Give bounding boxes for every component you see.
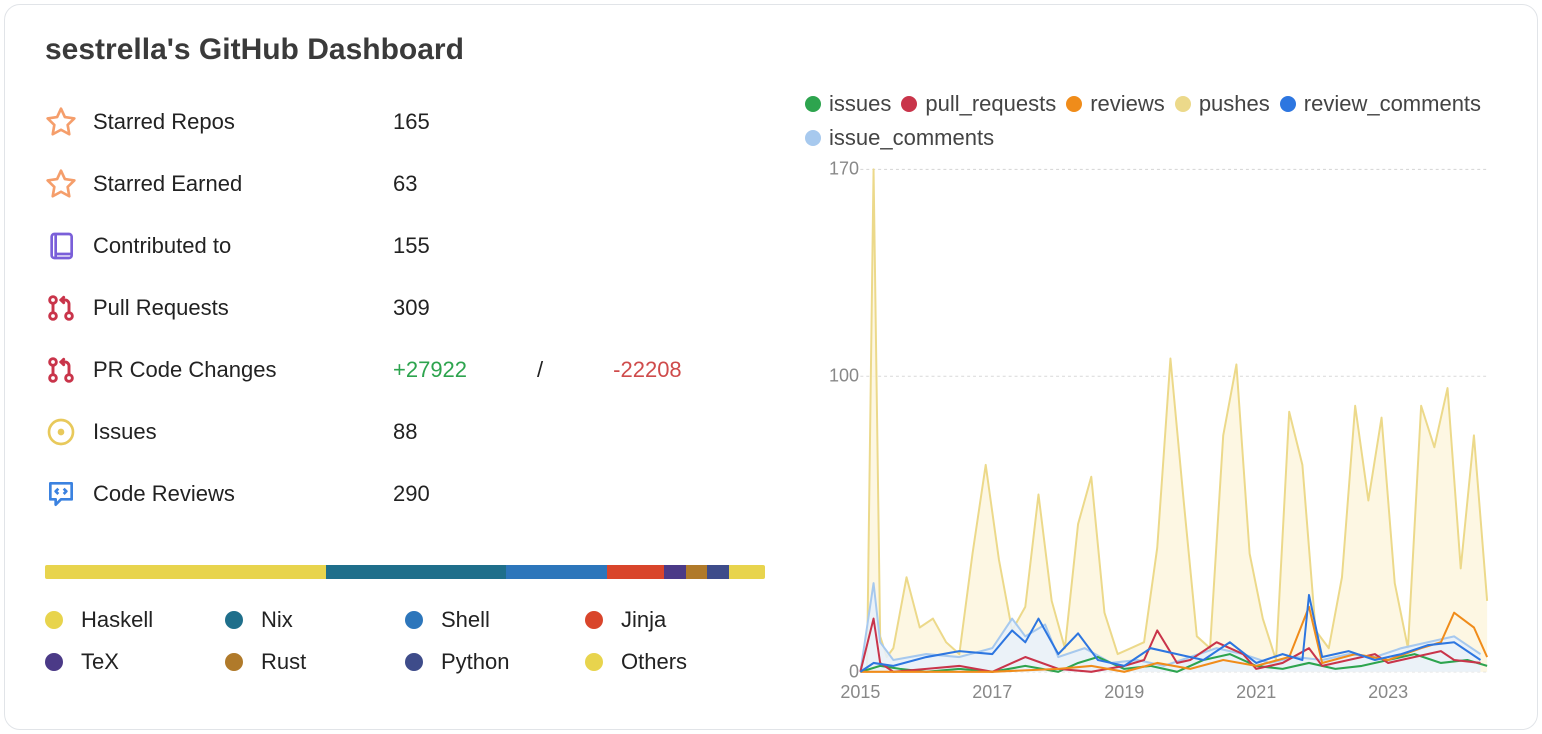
star-icon (45, 168, 93, 200)
lang-segment-shell (506, 565, 607, 579)
lang-dot-icon (225, 653, 243, 671)
legend-dot-icon (901, 96, 917, 112)
stat-label: Issues (93, 419, 393, 445)
lang-segment-haskell (45, 565, 326, 579)
stat-value: 63 (393, 171, 417, 197)
legend-dot-icon (805, 96, 821, 112)
git-pull-request-icon (45, 292, 93, 324)
lang-item-tex: TeX (45, 649, 225, 675)
stat-contributed-to: Contributed to 155 (45, 215, 765, 277)
legend-dot-icon (805, 130, 821, 146)
activity-chart: 0 100 170 2015 2017 2019 2021 2023 (805, 159, 1497, 701)
y-tick-label: 0 (849, 661, 859, 682)
lang-item-shell: Shell (405, 607, 585, 633)
lang-label: Nix (261, 607, 293, 633)
stat-pr-code-changes: PR Code Changes +27922 / -22208 (45, 339, 765, 401)
legend-label: pull_requests (925, 91, 1056, 117)
legend-label: pushes (1199, 91, 1270, 117)
legend-dot-icon (1175, 96, 1191, 112)
legend-label: review_comments (1304, 91, 1481, 117)
stat-value: 88 (393, 419, 417, 445)
issue-icon (45, 416, 93, 448)
stat-starred-repos: Starred Repos 165 (45, 91, 765, 153)
lang-label: Shell (441, 607, 490, 633)
legend-label: reviews (1090, 91, 1165, 117)
separator: / (537, 357, 543, 383)
lines-added: +27922 (393, 357, 467, 383)
x-tick-label: 2019 (1104, 682, 1144, 703)
lang-item-rust: Rust (225, 649, 405, 675)
stat-issues: Issues 88 (45, 401, 765, 463)
y-tick-label: 100 (829, 366, 859, 387)
lang-dot-icon (405, 611, 423, 629)
legend-dot-icon (1066, 96, 1082, 112)
left-panel: Starred Repos 165 Starred Earned 63 Cont… (45, 91, 765, 701)
chart-legend-issue_comments: issue_comments (805, 125, 994, 151)
lang-segment-jinja (607, 565, 665, 579)
lang-item-python: Python (405, 649, 585, 675)
stat-code-reviews: Code Reviews 290 (45, 463, 765, 525)
lang-item-others: Others (585, 649, 765, 675)
pr-changes-value: +27922 / -22208 (393, 357, 682, 383)
lang-item-haskell: Haskell (45, 607, 225, 633)
dashboard-card: sestrella's GitHub Dashboard Starred Rep… (4, 4, 1538, 730)
chart-legend-review_comments: review_comments (1280, 91, 1481, 117)
lang-dot-icon (405, 653, 423, 671)
chart-legend-pushes: pushes (1175, 91, 1270, 117)
lang-label: Rust (261, 649, 306, 675)
stat-value: 165 (393, 109, 430, 135)
page-title: sestrella's GitHub Dashboard (45, 33, 1497, 67)
stat-label: Starred Repos (93, 109, 393, 135)
stat-label: Starred Earned (93, 171, 393, 197)
stats-list: Starred Repos 165 Starred Earned 63 Cont… (45, 91, 765, 525)
git-pull-request-icon (45, 354, 93, 386)
stat-pull-requests: Pull Requests 309 (45, 277, 765, 339)
chart-legend-issues: issues (805, 91, 891, 117)
language-legend: Haskell Nix Shell Jinja TeX Rust Python Others (45, 607, 765, 675)
lang-dot-icon (585, 611, 603, 629)
legend-label: issue_comments (829, 125, 994, 151)
lang-segment-tex (664, 565, 686, 579)
stat-label: Pull Requests (93, 295, 393, 321)
language-bar (45, 565, 765, 579)
stat-label: Code Reviews (93, 481, 393, 507)
x-tick-label: 2021 (1236, 682, 1276, 703)
stat-value: 155 (393, 233, 430, 259)
legend-dot-icon (1280, 96, 1296, 112)
main-layout: Starred Repos 165 Starred Earned 63 Cont… (45, 91, 1497, 701)
lang-label: Haskell (81, 607, 153, 633)
right-panel: issues pull_requests reviews pushes review_c… (805, 91, 1497, 701)
lang-dot-icon (585, 653, 603, 671)
stat-value: 309 (393, 295, 430, 321)
chart-legend-reviews: reviews (1066, 91, 1165, 117)
lang-segment-others (729, 565, 765, 579)
lang-segment-python (707, 565, 729, 579)
lang-dot-icon (45, 653, 63, 671)
lang-label: TeX (81, 649, 119, 675)
stat-label: Contributed to (93, 233, 393, 259)
lang-segment-nix (326, 565, 506, 579)
legend-label: issues (829, 91, 891, 117)
lang-item-nix: Nix (225, 607, 405, 633)
star-icon (45, 106, 93, 138)
stat-starred-earned: Starred Earned 63 (45, 153, 765, 215)
lang-label: Jinja (621, 607, 666, 633)
lang-label: Python (441, 649, 510, 675)
lang-dot-icon (45, 611, 63, 629)
x-tick-label: 2017 (972, 682, 1012, 703)
lang-label: Others (621, 649, 687, 675)
lang-segment-rust (686, 565, 708, 579)
x-tick-label: 2023 (1368, 682, 1408, 703)
stat-label: PR Code Changes (93, 357, 393, 383)
repo-icon (45, 230, 93, 262)
lang-dot-icon (225, 611, 243, 629)
code-review-icon (45, 478, 93, 510)
chart-legend-pull_requests: pull_requests (901, 91, 1056, 117)
lang-item-jinja: Jinja (585, 607, 765, 633)
y-tick-label: 170 (829, 159, 859, 180)
lines-removed: -22208 (613, 357, 682, 383)
x-tick-label: 2015 (840, 682, 880, 703)
stat-value: 290 (393, 481, 430, 507)
chart-legend: issues pull_requests reviews pushes review_c… (805, 91, 1497, 151)
